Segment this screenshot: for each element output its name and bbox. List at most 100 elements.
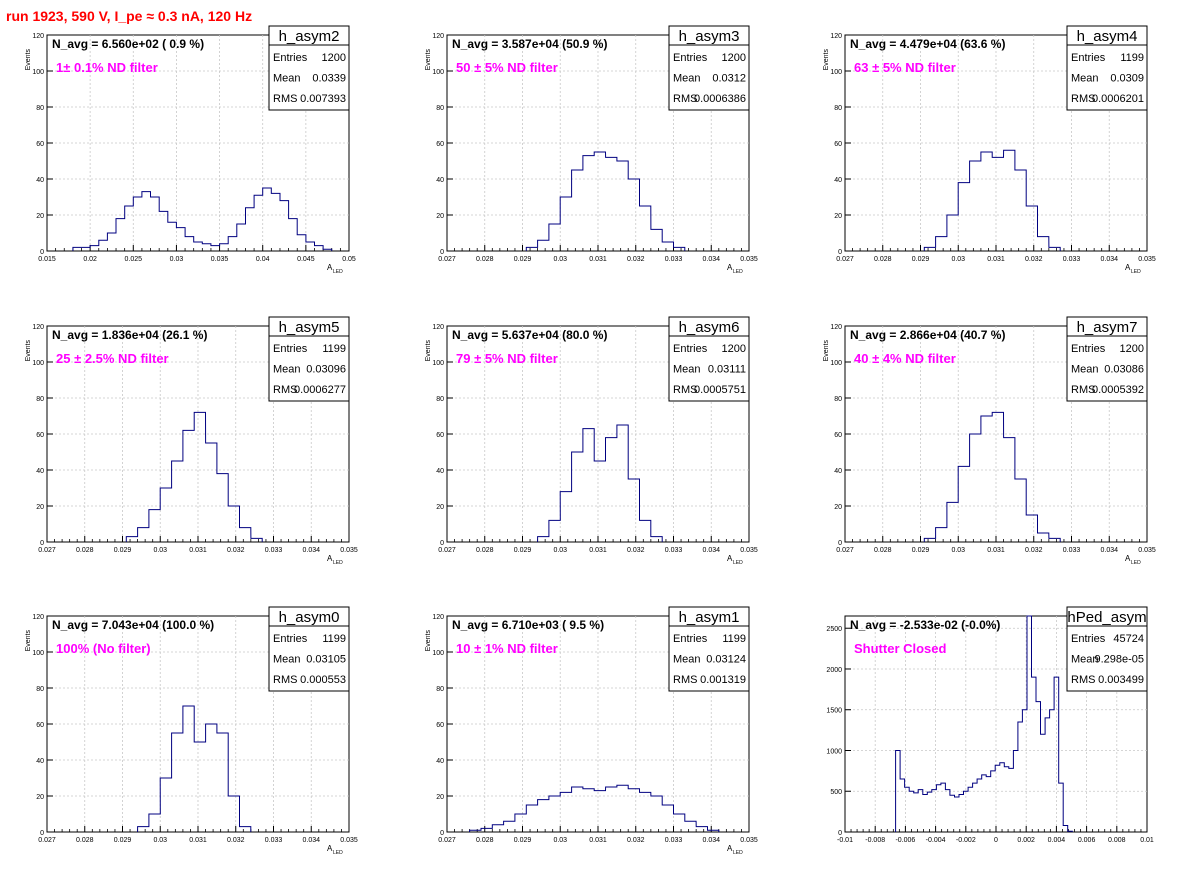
y-tick-label: 0 bbox=[440, 830, 444, 837]
stats-value: 0.0006201 bbox=[1092, 93, 1144, 105]
x-tick-label: 0.032 bbox=[627, 547, 645, 554]
stats-label: Mean bbox=[273, 73, 301, 85]
x-tick-label: 0.035 bbox=[340, 837, 358, 844]
y-tick-label: 20 bbox=[436, 213, 444, 220]
x-tick-label: 0.03 bbox=[553, 837, 567, 844]
filter-annotation: 79 ± 5% ND filter bbox=[456, 351, 558, 366]
x-tick-label: 0.034 bbox=[702, 547, 720, 554]
y-tick-label: 20 bbox=[436, 504, 444, 511]
histogram-name: h_asym7 bbox=[1077, 319, 1138, 336]
x-tick-label: 0.006 bbox=[1078, 837, 1096, 844]
stats-value: 0.001319 bbox=[700, 674, 746, 686]
x-tick-label: 0.032 bbox=[627, 837, 645, 844]
x-tick-label: 0.03 bbox=[153, 837, 167, 844]
x-tick-label: 0.029 bbox=[114, 547, 132, 554]
x-tick-label: 0 bbox=[994, 837, 998, 844]
y-tick-label: 100 bbox=[432, 69, 444, 76]
filter-annotation: Shutter Closed bbox=[854, 641, 947, 656]
y-tick-label: 40 bbox=[36, 758, 44, 765]
filter-annotation: 63 ± 5% ND filter bbox=[854, 60, 956, 75]
histogram-line bbox=[525, 151, 686, 251]
y-tick-label: 100 bbox=[32, 650, 44, 657]
y-axis-label: Events bbox=[425, 630, 432, 652]
y-tick-label: 120 bbox=[32, 324, 44, 331]
y-tick-label: 40 bbox=[36, 468, 44, 475]
x-tick-label: 0.03 bbox=[153, 547, 167, 554]
x-tick-label: 0.015 bbox=[38, 256, 56, 263]
histogram-panel-h_asym4: 0.027 0.028 0.029 0.03 0.031 0.032 0.033 0.034 0… bbox=[823, 25, 1156, 275]
stats-label: RMS bbox=[273, 93, 297, 105]
x-tick-label: 0.029 bbox=[912, 256, 930, 263]
histogram-line bbox=[469, 784, 720, 832]
y-tick-label: 0 bbox=[838, 830, 842, 837]
x-tick-label: 0.045 bbox=[297, 256, 315, 263]
x-tick-label: 0.028 bbox=[476, 256, 494, 263]
x-tick-label: 0.028 bbox=[476, 547, 494, 554]
y-tick-label: 1500 bbox=[826, 708, 842, 715]
histogram-line bbox=[125, 411, 263, 542]
navg-label: N_avg = 4.479e+04 (63.6 %) bbox=[850, 37, 1005, 51]
histogram-name: h_asym2 bbox=[279, 28, 340, 45]
stats-label: Entries bbox=[273, 343, 308, 355]
y-axis-label: Events bbox=[25, 340, 32, 362]
histogram-name: h_asym0 bbox=[279, 609, 340, 626]
x-tick-label: 0.031 bbox=[589, 547, 607, 554]
y-tick-label: 120 bbox=[830, 33, 842, 40]
filter-annotation: 50 ± 5% ND filter bbox=[456, 60, 558, 75]
stats-box bbox=[668, 25, 750, 111]
stats-value: 0.007393 bbox=[300, 93, 346, 105]
x-tick-label: 0.033 bbox=[265, 837, 283, 844]
histogram-panel-h_asym3: 0.027 0.028 0.029 0.03 0.031 0.032 0.033 0.034 0… bbox=[425, 25, 758, 275]
x-tick-label: 0.031 bbox=[189, 837, 207, 844]
x-tick-label: -0.01 bbox=[837, 837, 853, 844]
stats-label: Mean bbox=[273, 654, 301, 666]
histogram-panel-h_asym7: 0.027 0.028 0.029 0.03 0.031 0.032 0.033 0.034 0… bbox=[823, 316, 1156, 566]
x-tick-label: 0.03 bbox=[951, 547, 965, 554]
x-tick-label: 0.035 bbox=[340, 547, 358, 554]
x-tick-label: 0.031 bbox=[189, 547, 207, 554]
stats-label: Entries bbox=[673, 52, 708, 64]
x-tick-label: 0.034 bbox=[302, 837, 320, 844]
y-tick-label: 500 bbox=[830, 789, 842, 796]
stats-label: Mean bbox=[273, 364, 301, 376]
stats-value: 0.0339 bbox=[312, 73, 346, 85]
x-tick-label: 0.028 bbox=[76, 837, 94, 844]
x-tick-label: 0.027 bbox=[438, 256, 456, 263]
y-tick-label: 80 bbox=[436, 686, 444, 693]
x-tick-label: 0.027 bbox=[836, 547, 854, 554]
histogram-name: h_asym3 bbox=[679, 28, 740, 45]
stats-value: 1199 bbox=[322, 343, 346, 355]
filter-annotation: 1± 0.1% ND filter bbox=[56, 60, 158, 75]
stats-value: 1200 bbox=[722, 343, 746, 355]
y-tick-label: 20 bbox=[834, 504, 842, 511]
y-axis-label: Events bbox=[425, 49, 432, 71]
histogram-panel-h_asym2: 0.015 0.02 0.025 0.03 0.035 0.04 0.045 0.05 0 20 4… bbox=[25, 25, 356, 275]
stats-value: 0.0006277 bbox=[294, 384, 346, 396]
histogram-name: h_asym5 bbox=[279, 319, 340, 336]
stats-value: 0.0312 bbox=[712, 73, 746, 85]
x-tick-label: 0.028 bbox=[874, 256, 892, 263]
histogram-panel-h_asym1: 0.027 0.028 0.029 0.03 0.031 0.032 0.033 0.034 0… bbox=[425, 606, 758, 856]
y-tick-label: 80 bbox=[36, 396, 44, 403]
y-tick-label: 20 bbox=[36, 213, 44, 220]
stats-label: RMS bbox=[673, 93, 697, 105]
y-tick-label: 120 bbox=[432, 614, 444, 621]
x-tick-label: 0.033 bbox=[265, 547, 283, 554]
stats-value: 1200 bbox=[1120, 343, 1144, 355]
x-tick-label: 0.031 bbox=[589, 837, 607, 844]
y-tick-label: 100 bbox=[32, 360, 44, 367]
x-tick-label: -0.004 bbox=[926, 837, 946, 844]
stats-box bbox=[268, 316, 350, 402]
y-tick-label: 40 bbox=[436, 177, 444, 184]
stats-label: RMS bbox=[273, 674, 297, 686]
x-tick-label: 0.05 bbox=[342, 256, 356, 263]
x-tick-label: 0.031 bbox=[987, 547, 1005, 554]
y-tick-label: 0 bbox=[40, 830, 44, 837]
stats-value: 0.03105 bbox=[306, 654, 346, 666]
stats-box bbox=[1066, 316, 1148, 402]
stats-label: Entries bbox=[673, 633, 708, 645]
x-tick-label: 0.008 bbox=[1108, 837, 1126, 844]
x-tick-label: 0.02 bbox=[83, 256, 97, 263]
stats-label: Mean bbox=[673, 364, 701, 376]
x-tick-label: 0.033 bbox=[1063, 256, 1081, 263]
